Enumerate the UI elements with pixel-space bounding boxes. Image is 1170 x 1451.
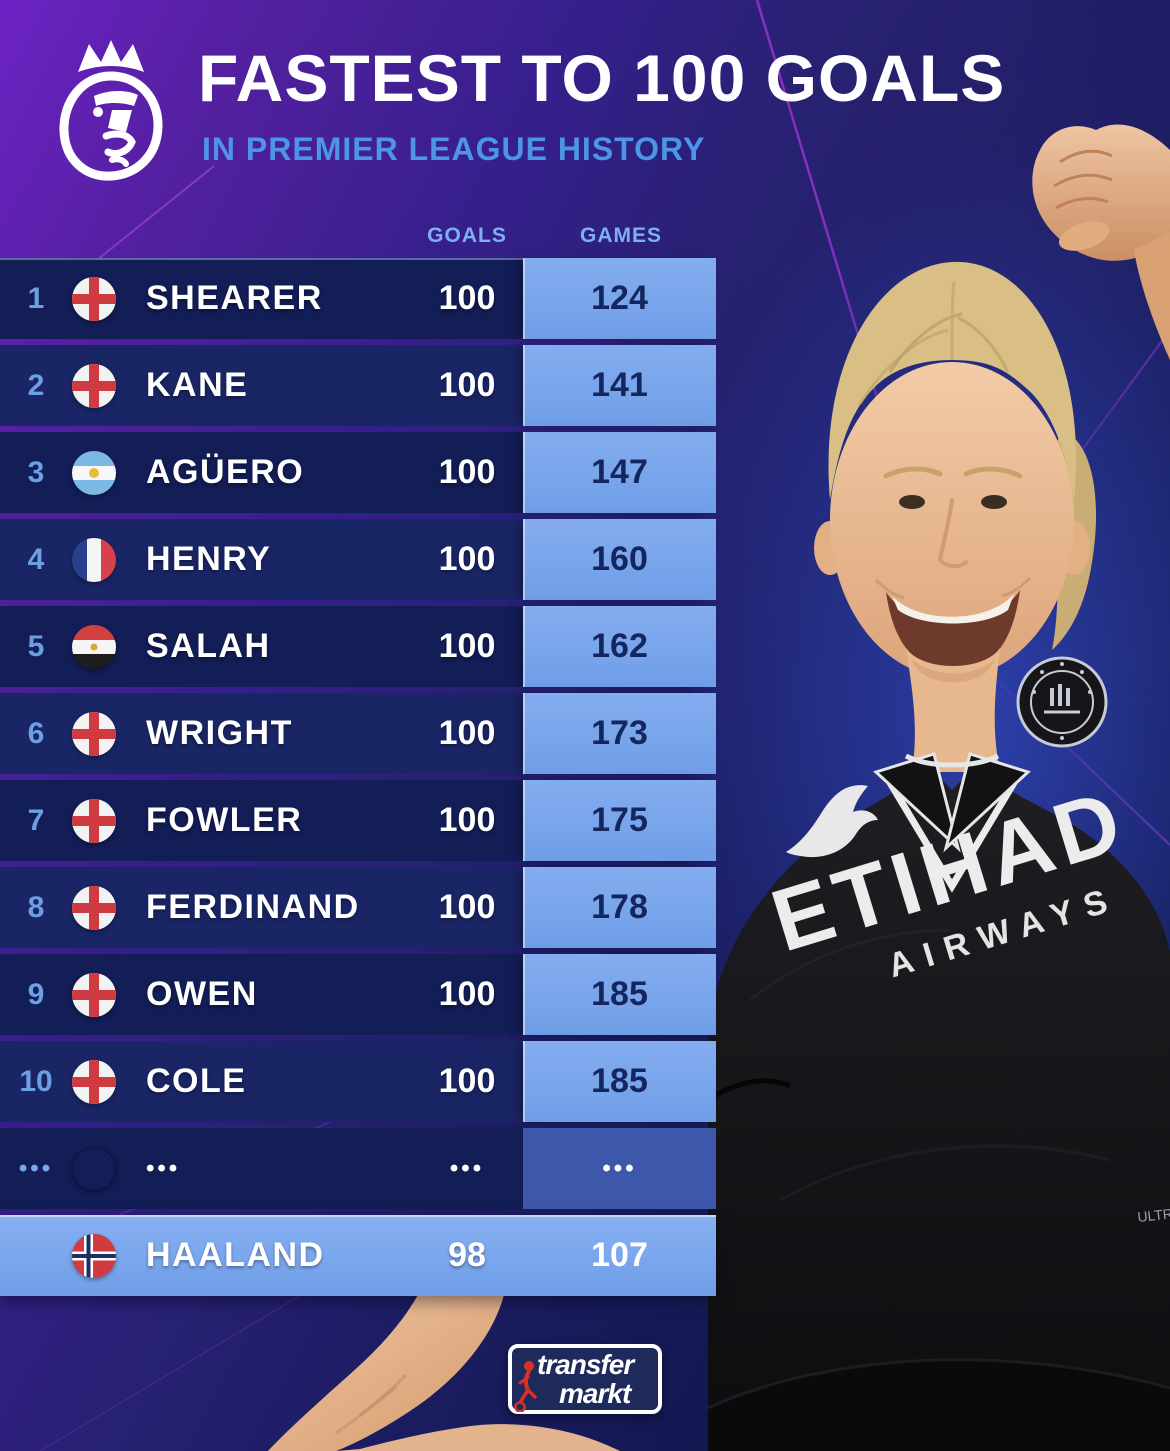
england-flag-icon — [72, 276, 116, 321]
table-row: 2 KANE 100 141 — [0, 345, 716, 426]
column-header-goals: GOALS — [427, 224, 507, 247]
player-head — [814, 261, 1097, 678]
goals-cell: 100 — [438, 540, 496, 578]
rank-cell: 8 — [27, 890, 45, 924]
transfermarkt-word-bottom: markt — [559, 1378, 631, 1409]
goals-cell: 100 — [438, 1062, 496, 1100]
games-cell: 162 — [523, 606, 716, 687]
england-flag-icon — [72, 972, 116, 1017]
rank-cell: 6 — [27, 716, 45, 750]
norway-flag-icon — [72, 1233, 116, 1278]
table-row: 4 HENRY 100 160 — [0, 519, 716, 600]
games-cell: 147 — [523, 432, 716, 513]
player-name: ••• — [146, 1154, 181, 1182]
page-subtitle: IN PREMIER LEAGUE HISTORY — [202, 131, 706, 167]
rank-cell: 1 — [27, 281, 45, 315]
table-row: 6 WRIGHT 100 173 — [0, 693, 716, 774]
jersey-small-text: ULTR — [1137, 1205, 1170, 1225]
table-row: 3 AGÜERO 100 147 — [0, 432, 716, 513]
manchester-city-badge-icon — [1016, 656, 1108, 748]
goals-cell: ••• — [449, 1154, 485, 1182]
games-cell: 185 — [523, 954, 716, 1035]
flag-icon — [72, 1147, 116, 1191]
table-row: 9 OWEN 100 185 — [0, 954, 716, 1035]
goals-cell: 100 — [438, 279, 496, 317]
games-cell: 141 — [523, 345, 716, 426]
ranking-table: 1 SHEARER 100 124 2 KANE 100 141 3 AGÜER… — [0, 258, 716, 1302]
rank-cell: 2 — [27, 368, 45, 402]
rank-cell: 5 — [27, 629, 45, 663]
england-flag-icon — [72, 885, 116, 930]
player-name: SALAH — [146, 627, 271, 665]
transfermarkt-player-figure-icon — [514, 1361, 537, 1412]
raised-fist — [1032, 124, 1170, 360]
premier-league-lion-icon — [48, 32, 172, 184]
games-cell: 175 — [523, 780, 716, 861]
player-name: HAALAND — [146, 1236, 325, 1274]
table-row: 1 SHEARER 100 124 — [0, 258, 716, 339]
player-name: OWEN — [146, 975, 258, 1013]
games-cell: 107 — [591, 1236, 648, 1274]
england-flag-icon — [72, 798, 116, 843]
games-cell: 160 — [523, 519, 716, 600]
page-title: FASTEST TO 100 GOALS — [198, 41, 1006, 115]
games-cell: 178 — [523, 867, 716, 948]
player-name: SHEARER — [146, 279, 323, 317]
transfermarkt-logo: transfer markt — [508, 1344, 662, 1414]
goals-cell: 100 — [438, 714, 496, 752]
goals-cell: 100 — [438, 975, 496, 1013]
argentina-flag-icon — [72, 450, 116, 495]
rank-cell: 7 — [27, 803, 45, 837]
puma-logo-icon — [786, 785, 878, 858]
egypt-flag-icon — [72, 624, 116, 669]
rank-cell: 9 — [27, 977, 45, 1011]
column-header-games: GAMES — [579, 224, 662, 247]
player-name: COLE — [146, 1062, 247, 1100]
goals-cell: 100 — [438, 888, 496, 926]
goals-cell: 98 — [448, 1236, 486, 1274]
england-flag-icon — [72, 363, 116, 408]
player-jersey: ETIHAD AIRWAYS ULTR — [706, 656, 1170, 1451]
player-forearm — [268, 1295, 620, 1451]
player-name: AGÜERO — [146, 453, 305, 491]
table-row: 8 FERDINAND 100 178 — [0, 867, 716, 948]
rank-cell: 4 — [27, 542, 45, 576]
goals-cell: 100 — [438, 453, 496, 491]
goals-cell: 100 — [438, 366, 496, 404]
games-cell: ••• — [523, 1128, 716, 1209]
player-name: WRIGHT — [146, 714, 293, 752]
rank-cell: ••• — [18, 1154, 54, 1182]
rank-cell: 3 — [27, 455, 45, 489]
goals-cell: 100 — [438, 627, 496, 665]
player-name: FERDINAND — [146, 888, 360, 926]
table-row: 10 COLE 100 185 — [0, 1041, 716, 1122]
player-photo-haaland: ETIHAD AIRWAYS ULTR — [690, 124, 1170, 1451]
player-name: FOWLER — [146, 801, 303, 839]
games-cell: 185 — [523, 1041, 716, 1122]
games-cell: 124 — [523, 258, 716, 339]
transfermarkt-word-top: transfer — [537, 1349, 634, 1380]
france-flag-icon — [72, 537, 116, 582]
table-row: 5 SALAH 100 162 — [0, 606, 716, 687]
table-row: HAALAND 98 107 — [0, 1215, 716, 1296]
rank-cell: 10 — [19, 1064, 53, 1098]
player-name: HENRY — [146, 540, 272, 578]
goals-cell: 100 — [438, 801, 496, 839]
table-row: 7 FOWLER 100 175 — [0, 780, 716, 861]
table-row: ••• ••• ••• ••• — [0, 1128, 716, 1209]
england-flag-icon — [72, 1059, 116, 1104]
england-flag-icon — [72, 711, 116, 756]
player-name: KANE — [146, 366, 249, 404]
games-cell: 173 — [523, 693, 716, 774]
